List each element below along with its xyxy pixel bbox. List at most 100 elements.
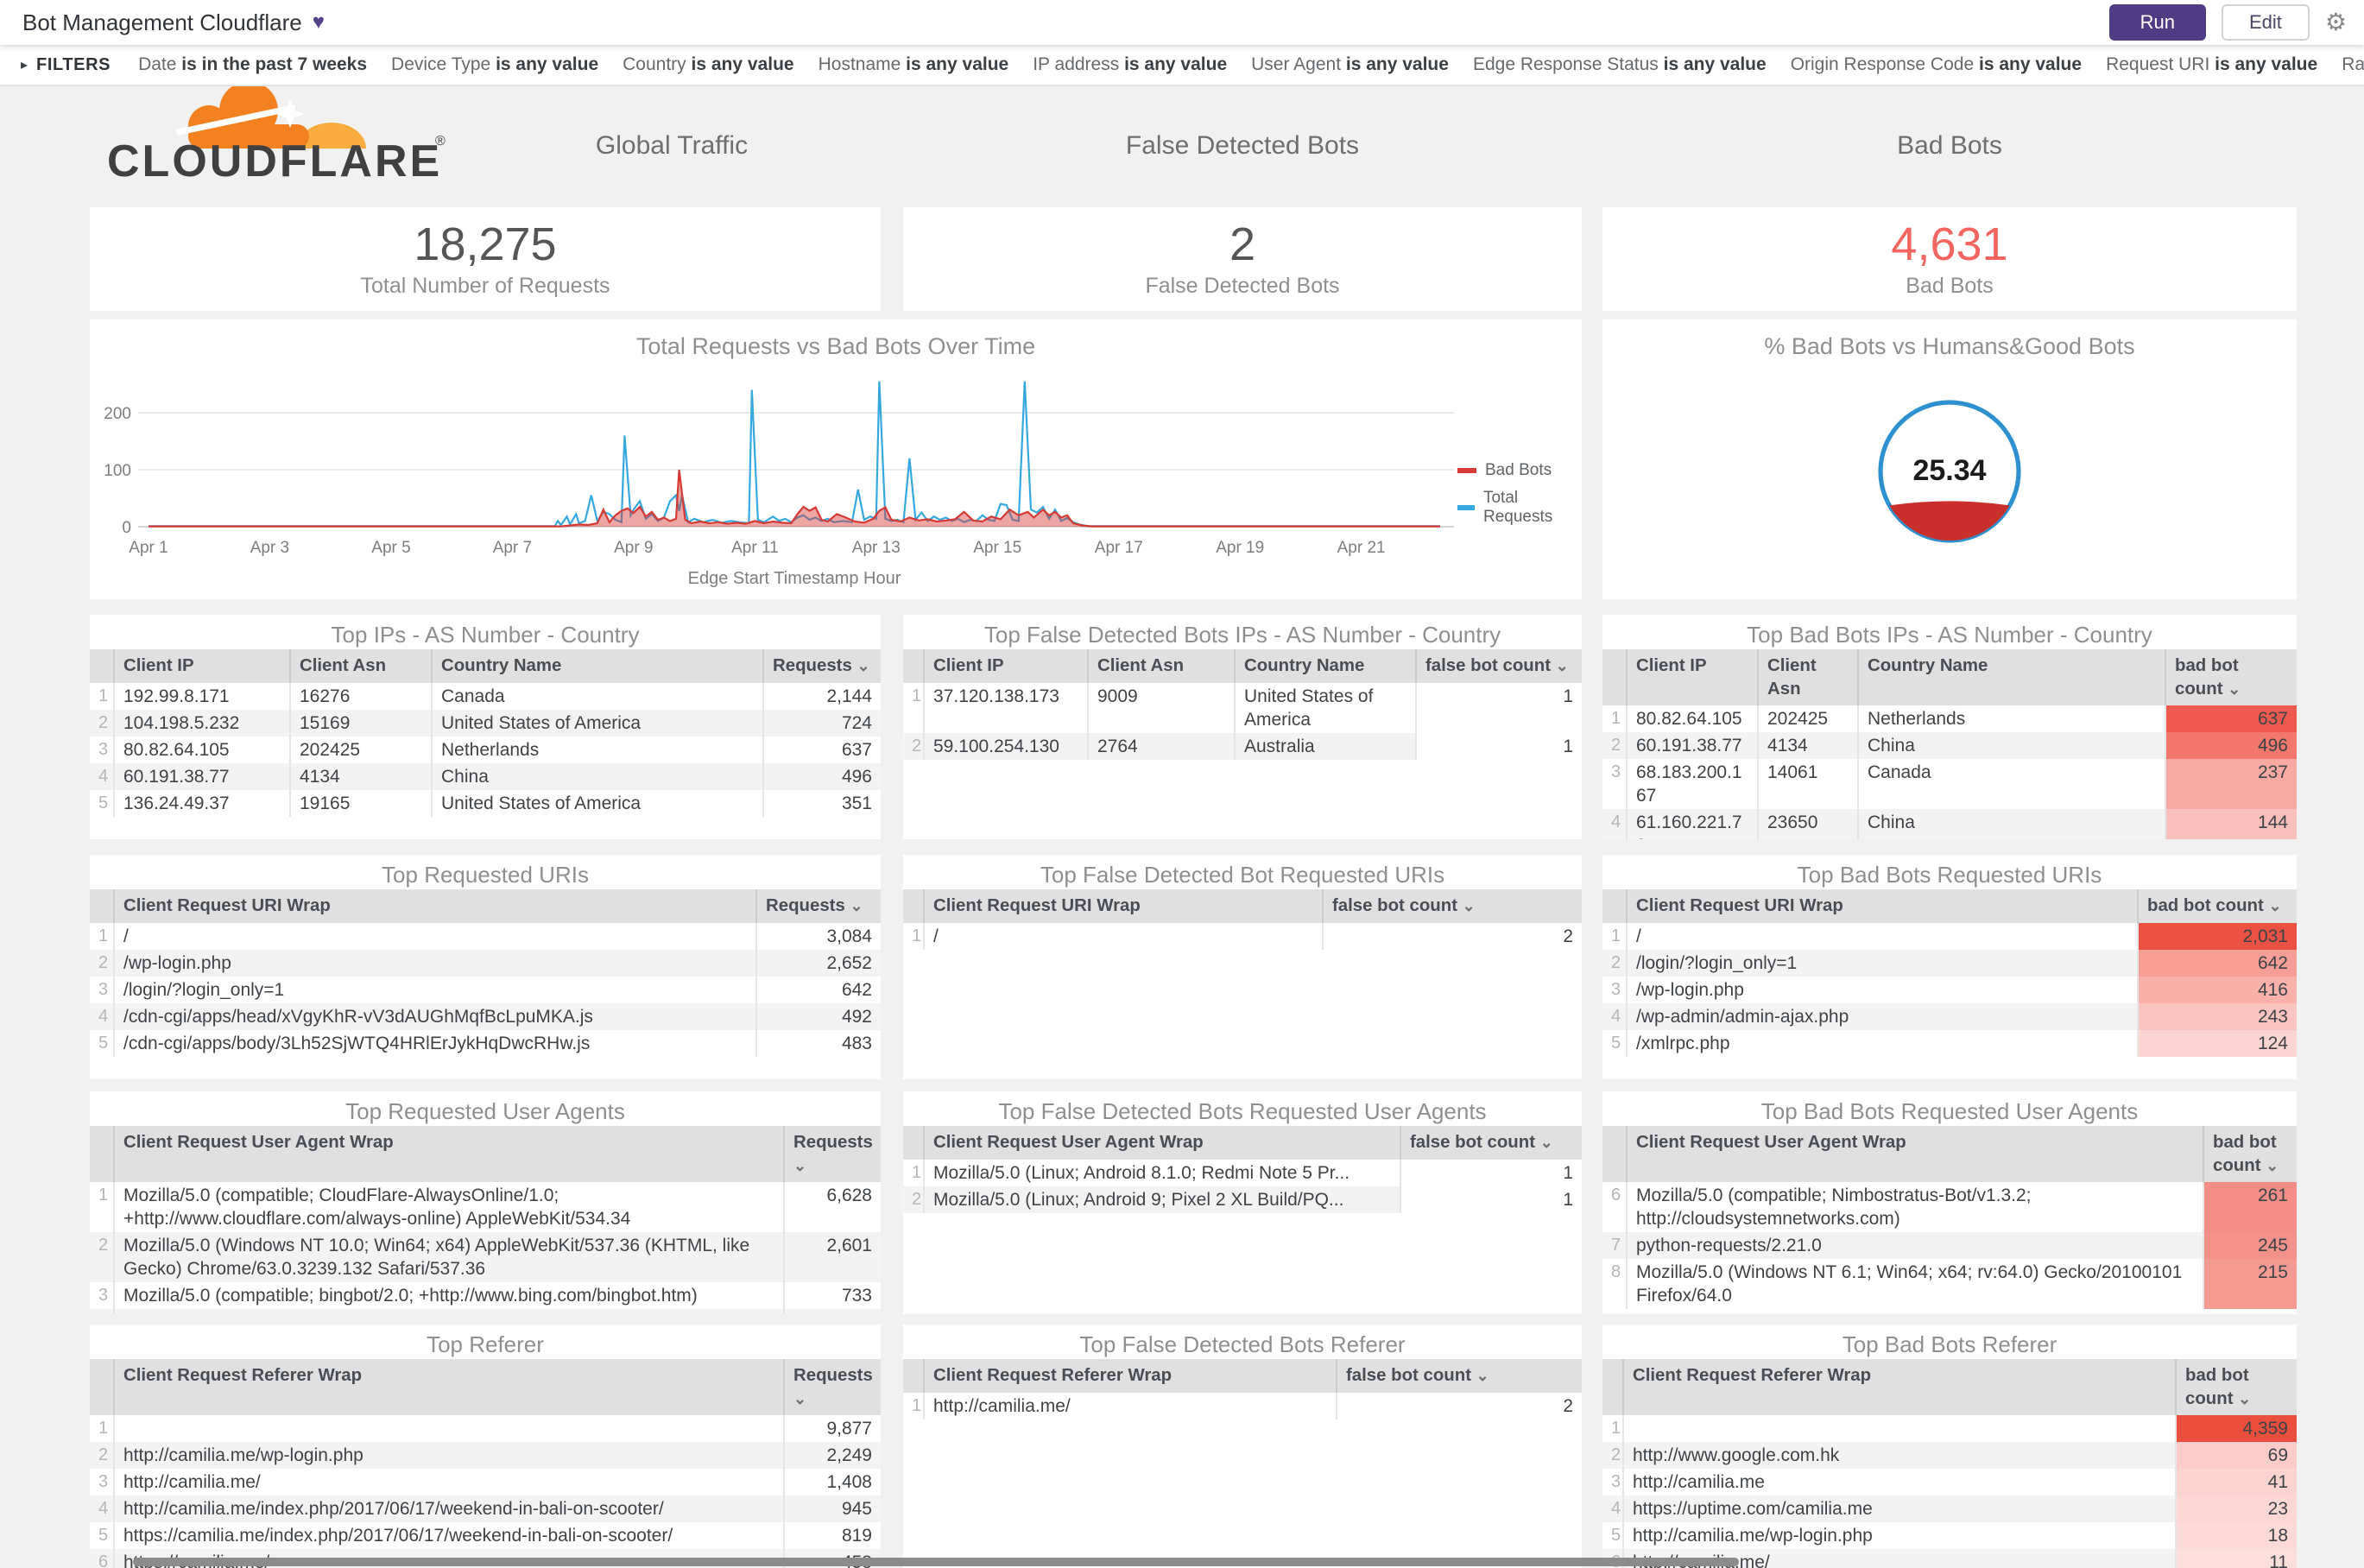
- column-header[interactable]: Client Request User Agent Wrap: [923, 1126, 1400, 1160]
- filter-item[interactable]: Edge Response Status is any value: [1472, 54, 1767, 74]
- table-cell[interactable]: 637: [762, 736, 881, 763]
- table-cell[interactable]: 14061: [1757, 759, 1858, 810]
- table-cell[interactable]: 68.183.200.167: [1626, 759, 1758, 810]
- table-cell[interactable]: United States of America: [1234, 682, 1416, 733]
- table-cell[interactable]: 1,408: [783, 1469, 881, 1496]
- table-cell[interactable]: 2: [1336, 1392, 1582, 1419]
- table-cell[interactable]: /: [1626, 922, 2138, 950]
- table-cell[interactable]: 9009: [1087, 682, 1235, 733]
- table-cell[interactable]: 2,249: [783, 1442, 881, 1470]
- filters-expand-icon[interactable]: ▸: [21, 58, 28, 73]
- table-cell[interactable]: [113, 1415, 784, 1443]
- column-header[interactable]: Country Name: [1234, 649, 1416, 683]
- table-cell[interactable]: https://uptime.com/camilia.me: [1622, 1495, 2176, 1523]
- table-cell[interactable]: 945: [783, 1495, 881, 1523]
- column-header[interactable]: Client IP: [1626, 649, 1758, 706]
- column-header[interactable]: Requests ⌄: [783, 1126, 881, 1183]
- table-cell[interactable]: 2: [1322, 922, 1582, 950]
- column-header[interactable]: bad bot count ⌄: [2203, 1126, 2297, 1183]
- table-cell[interactable]: 11: [2175, 1549, 2297, 1568]
- column-header[interactable]: Client IP: [113, 649, 290, 683]
- table-cell[interactable]: [1622, 1415, 2176, 1443]
- column-header[interactable]: Client Request Referer Wrap: [923, 1359, 1337, 1393]
- table-cell[interactable]: 59.100.254.130: [923, 732, 1088, 760]
- filter-item[interactable]: IP address is any value: [1033, 54, 1228, 74]
- table-cell[interactable]: 9,877: [783, 1415, 881, 1443]
- filter-item[interactable]: Request URI is any value: [2106, 54, 2318, 74]
- table-cell[interactable]: 6,628: [783, 1182, 881, 1233]
- column-header[interactable]: Client Request Referer Wrap: [113, 1359, 784, 1416]
- table-cell[interactable]: /wp-admin/admin-ajax.php: [1626, 1002, 2138, 1030]
- table-cell[interactable]: /: [923, 922, 1323, 950]
- table-cell[interactable]: 3,084: [755, 922, 881, 950]
- table-cell[interactable]: 483: [755, 1029, 881, 1057]
- table-cell[interactable]: Mozilla/5.0 (compatible; bingbot/2.0; +h…: [113, 1282, 784, 1310]
- table-cell[interactable]: Australia: [1234, 732, 1416, 760]
- column-header[interactable]: Client IP: [923, 649, 1088, 683]
- table-cell[interactable]: 144: [2165, 809, 2297, 839]
- table-cell[interactable]: Mozilla/5.0 (Windows NT 6.1; Win64; x64;…: [1626, 1259, 2203, 1310]
- column-header[interactable]: Client Asn: [289, 649, 432, 683]
- column-header[interactable]: Client Request Referer Wrap: [1622, 1359, 2176, 1416]
- column-header[interactable]: false bot count ⌄: [1322, 889, 1582, 923]
- table-cell[interactable]: 37.120.138.173: [923, 682, 1088, 733]
- table-cell[interactable]: 637: [2165, 705, 2297, 733]
- column-header[interactable]: Requests ⌄: [762, 649, 881, 683]
- table-cell[interactable]: 724: [762, 709, 881, 737]
- table-cell[interactable]: 2,031: [2137, 922, 2297, 950]
- table-cell[interactable]: 642: [755, 976, 881, 1003]
- column-header[interactable]: Requests ⌄: [783, 1359, 881, 1416]
- table-cell[interactable]: /login/?login_only=1: [113, 976, 756, 1003]
- filter-item[interactable]: Device Type is any value: [391, 54, 599, 74]
- table-cell[interactable]: Mozilla/5.0 (compatible; Nimbostratus-Bo…: [1626, 1182, 2203, 1233]
- table-cell[interactable]: /login/?login_only=1: [1626, 949, 2138, 977]
- table-cell[interactable]: 2,652: [755, 949, 881, 977]
- column-header[interactable]: Client Request User Agent Wrap: [1626, 1126, 2203, 1183]
- column-header[interactable]: Client Asn: [1087, 649, 1235, 683]
- table-cell[interactable]: 80.82.64.105: [1626, 705, 1758, 733]
- table-cell[interactable]: 192.99.8.171: [113, 682, 290, 710]
- table-cell[interactable]: 2,144: [762, 682, 881, 710]
- table-cell[interactable]: http://www.google.com.hk: [1622, 1442, 2176, 1470]
- edit-button[interactable]: Edit: [2221, 4, 2310, 41]
- table-cell[interactable]: /cdn-cgi/apps/body/3Lh52SjWTQ4HRlErJykHq…: [113, 1029, 756, 1057]
- table-cell[interactable]: 733: [783, 1282, 881, 1310]
- filter-item[interactable]: Date is in the past 7 weeks: [138, 54, 368, 74]
- table-cell[interactable]: 351: [762, 789, 881, 817]
- table-cell[interactable]: 15169: [289, 709, 432, 737]
- table-cell[interactable]: Mozilla/5.0 (compatible; CloudFlare-Alwa…: [113, 1182, 784, 1233]
- table-cell[interactable]: China: [431, 762, 763, 790]
- filter-item[interactable]: User Agent is any value: [1251, 54, 1449, 74]
- column-header[interactable]: false bot count ⌄: [1415, 649, 1582, 683]
- table-cell[interactable]: [113, 1309, 784, 1314]
- table-cell[interactable]: 237: [2165, 759, 2297, 810]
- table-cell[interactable]: python-requests/2.21.0: [1626, 1232, 2203, 1260]
- table-cell[interactable]: 104.198.5.232: [113, 709, 290, 737]
- table-cell[interactable]: 80.82.64.105: [113, 736, 290, 763]
- table-cell[interactable]: 19165: [289, 789, 432, 817]
- column-header[interactable]: bad bot count ⌄: [2165, 649, 2297, 706]
- table-cell[interactable]: 4,359: [2175, 1415, 2297, 1443]
- table-cell[interactable]: http://camilia.me/: [923, 1392, 1337, 1419]
- table-cell[interactable]: /: [113, 922, 756, 950]
- table-cell[interactable]: Canada: [431, 682, 763, 710]
- table-cell[interactable]: 41: [2175, 1469, 2297, 1496]
- column-header[interactable]: Client Request URI Wrap: [113, 889, 756, 923]
- column-header[interactable]: Client Request User Agent Wrap: [113, 1126, 784, 1183]
- table-cell[interactable]: Mozilla/5.0 (Linux; Android 8.1.0; Redmi…: [923, 1159, 1400, 1186]
- table-cell[interactable]: http://camilia.me: [1622, 1469, 2176, 1496]
- run-button[interactable]: Run: [2108, 4, 2206, 41]
- filters-label[interactable]: FILTERS: [36, 54, 111, 74]
- table-cell[interactable]: 4134: [289, 762, 432, 790]
- column-header[interactable]: bad bot count ⌄: [2175, 1359, 2297, 1416]
- column-header[interactable]: false bot count ⌄: [1336, 1359, 1582, 1393]
- table-cell[interactable]: 69: [2175, 1442, 2297, 1470]
- table-cell[interactable]: 4134: [1757, 732, 1858, 760]
- table-cell[interactable]: 496: [2165, 732, 2297, 760]
- table-cell[interactable]: 60.191.38.77: [1626, 732, 1758, 760]
- column-header[interactable]: Client Request URI Wrap: [923, 889, 1323, 923]
- table-cell[interactable]: 1: [1415, 732, 1582, 760]
- filter-item[interactable]: RayID is any value: [2342, 54, 2364, 74]
- table-cell[interactable]: 261: [2203, 1182, 2297, 1233]
- table-cell[interactable]: http://camilia.me/wp-login.php: [113, 1442, 784, 1470]
